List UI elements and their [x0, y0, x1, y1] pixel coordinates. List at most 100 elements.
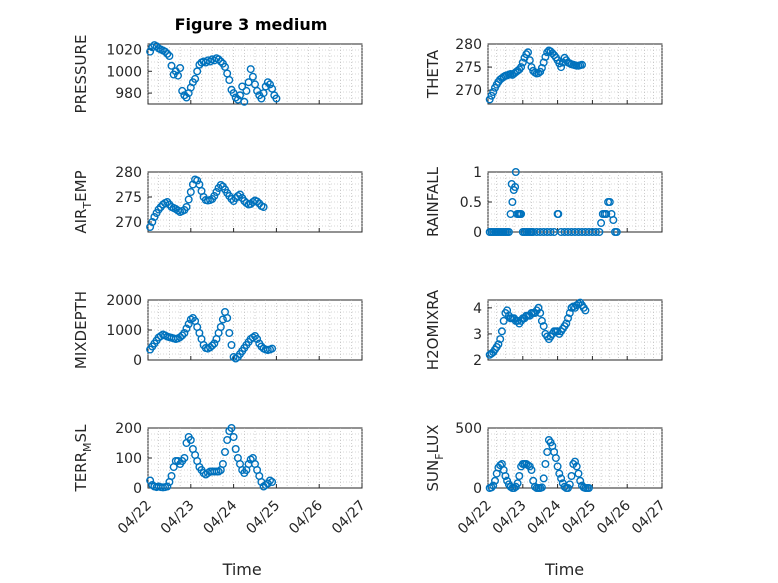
x-axis-label: Time — [222, 560, 262, 579]
data-point — [553, 462, 562, 471]
y-tick-label: 1000 — [106, 323, 142, 339]
data-point — [537, 483, 546, 492]
rainfall-axes: 0 0.5 1 RAINFALL — [424, 165, 663, 241]
data-point — [186, 436, 195, 445]
data-point — [235, 91, 244, 100]
data-point — [220, 448, 229, 457]
data-point — [501, 472, 510, 481]
data-point — [537, 316, 546, 325]
y-tick-label: 980 — [115, 86, 142, 102]
y-axis-label: RAINFALL — [424, 166, 442, 237]
data-point — [146, 476, 155, 485]
data-point — [242, 86, 251, 95]
data-point — [146, 47, 155, 56]
data-point — [176, 63, 185, 72]
x-axis-label: Time — [544, 560, 584, 579]
data-point — [167, 61, 176, 70]
data-point — [518, 58, 527, 67]
y-tick-label: 270 — [115, 215, 142, 231]
y-axis-label: H2OMIXRA — [424, 289, 442, 370]
series-markers — [485, 298, 590, 359]
series-markers — [485, 46, 587, 104]
data-point — [266, 80, 275, 89]
data-point — [511, 167, 520, 176]
y-axis-label: AIRTEMP — [72, 170, 94, 233]
data-point — [578, 60, 587, 69]
data-point — [223, 314, 232, 323]
y-tick-label: 2 — [473, 353, 482, 369]
data-point — [543, 48, 552, 57]
data-point — [231, 93, 240, 102]
data-point — [581, 306, 590, 315]
data-point — [206, 57, 215, 66]
series-markers — [485, 436, 593, 493]
data-point — [557, 474, 566, 483]
data-point — [163, 49, 172, 58]
y-tick-label: 200 — [115, 421, 142, 437]
y-tick-label: 500 — [455, 421, 482, 437]
data-point — [240, 97, 249, 106]
data-point — [551, 454, 560, 463]
data-point — [173, 71, 182, 80]
data-point — [571, 457, 580, 466]
data-point — [259, 202, 268, 211]
data-point — [210, 339, 219, 348]
grid — [147, 300, 363, 360]
terrmsl-axes: 0 100 200 04/22 04/23 04/24 04/25 04/26 04/27 TER… — [72, 421, 369, 579]
data-point — [524, 48, 533, 57]
data-point — [231, 445, 240, 454]
x-tick-label: 04/24 — [525, 497, 565, 537]
data-point — [182, 324, 191, 333]
data-point — [539, 474, 548, 483]
data-point — [176, 333, 185, 342]
data-point — [225, 329, 234, 338]
data-point — [584, 484, 593, 493]
data-point — [546, 227, 555, 236]
data-point — [227, 194, 236, 203]
x-tick-label: 04/24 — [201, 497, 241, 537]
y-tick-label: 275 — [455, 60, 482, 76]
data-point — [150, 212, 159, 221]
data-point — [214, 55, 223, 64]
data-point — [564, 314, 573, 323]
data-point — [253, 197, 262, 206]
data-point — [184, 320, 193, 329]
data-point — [229, 433, 238, 442]
data-point — [536, 309, 545, 318]
x-tick-label: 04/27 — [629, 498, 669, 538]
data-point — [263, 78, 272, 87]
y-tick-label: 280 — [115, 165, 142, 181]
data-point — [562, 319, 571, 328]
data-point — [201, 58, 210, 67]
series-markers — [146, 424, 277, 492]
y-axis-label: TERRMSL — [72, 424, 94, 493]
x-tick-label: 04/23 — [158, 498, 198, 538]
data-point — [216, 57, 225, 66]
y-axis-label: THETA — [424, 49, 442, 99]
data-point — [268, 344, 277, 353]
data-point — [539, 322, 548, 331]
data-point — [517, 63, 526, 72]
data-point — [180, 454, 189, 463]
data-point — [489, 481, 498, 490]
data-point — [210, 191, 219, 200]
data-point — [572, 462, 581, 471]
data-point — [541, 52, 550, 61]
y-axis-label: PRESSURE — [72, 35, 90, 114]
data-point — [180, 329, 189, 338]
data-point — [161, 47, 170, 56]
data-point — [248, 72, 257, 81]
data-point — [522, 50, 531, 59]
pressure-axes: 980 1000 1020 PRESSURE — [72, 35, 363, 114]
data-point — [536, 67, 545, 76]
data-point — [487, 483, 496, 492]
y-tick-label: 2000 — [106, 293, 142, 309]
data-point — [193, 176, 202, 185]
y-tick-label: 280 — [455, 37, 482, 53]
data-point — [527, 466, 536, 475]
data-point — [565, 480, 574, 489]
theta-axes: 270 275 280 THETA — [424, 37, 663, 105]
y-tick-label: 0 — [473, 225, 482, 241]
data-point — [491, 476, 500, 485]
